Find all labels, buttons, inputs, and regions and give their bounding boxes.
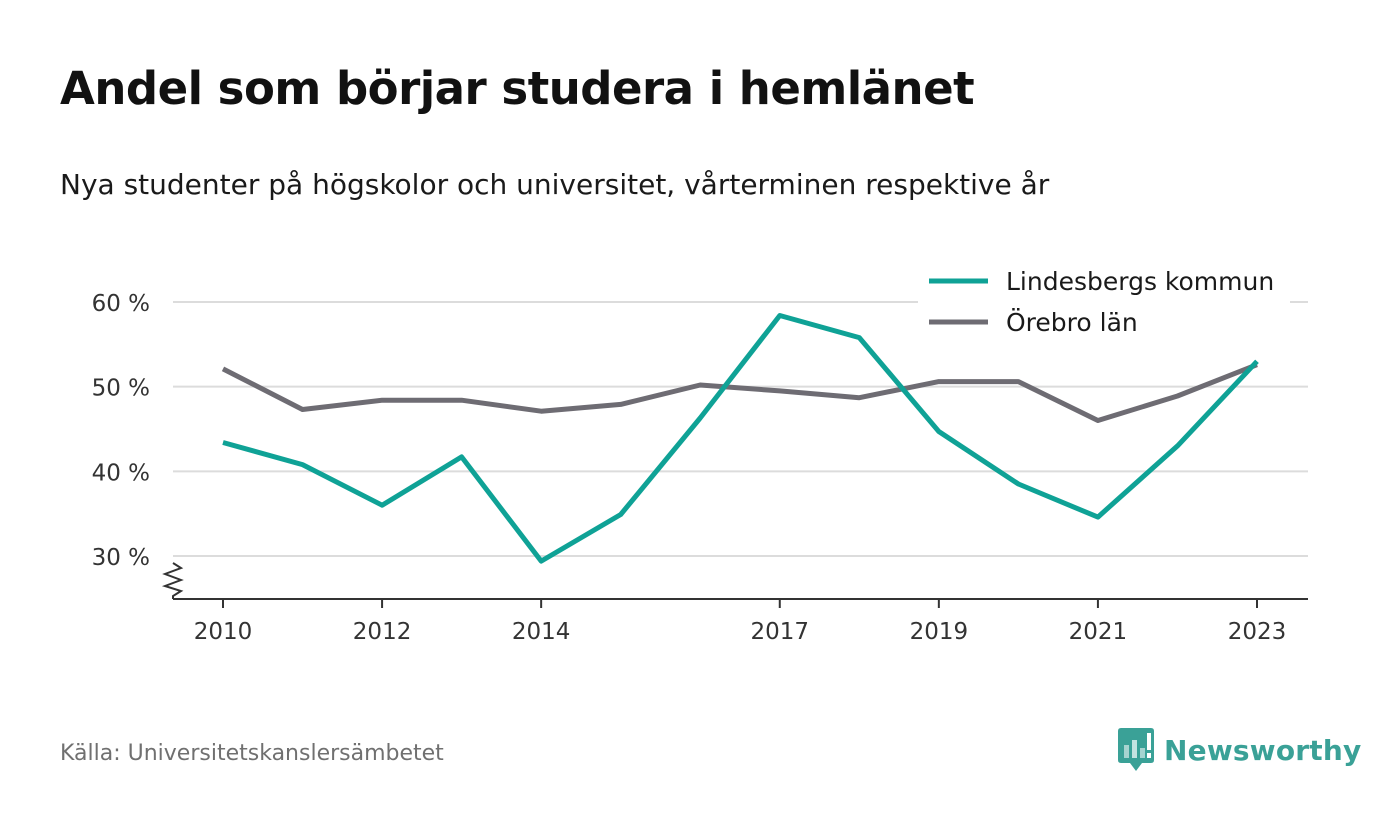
legend-label: Lindesbergs kommun <box>1006 267 1274 296</box>
legend-label: Örebro län <box>1006 308 1138 337</box>
x-tick-label: 2012 <box>353 619 412 645</box>
brand-name: Newsworthy <box>1164 733 1362 767</box>
x-tick-label: 2017 <box>750 619 809 645</box>
legend-background <box>918 258 1290 350</box>
x-tick-label: 2023 <box>1228 619 1287 645</box>
y-axis-ticks: 30 % 40 % 50 % 60 % <box>92 291 150 571</box>
y-tick-label: 50 % <box>92 376 150 402</box>
axis-break-icon <box>161 562 184 599</box>
y-tick-label: 60 % <box>92 291 150 317</box>
source-note: Källa: Universitetskanslersämbetet <box>60 741 444 766</box>
series-line-1 <box>221 362 1258 423</box>
series-line-0 <box>222 313 1259 564</box>
chart-title: Andel som börjar studera i hemlänet <box>60 62 975 115</box>
brand-logo[interactable]: Newsworthy <box>1118 728 1361 772</box>
x-tick-label: 2010 <box>194 619 253 645</box>
x-tick-label: 2019 <box>910 619 969 645</box>
x-axis: 2010 2012 2014 2017 2019 2021 2023 <box>161 562 1308 645</box>
x-tick-label: 2014 <box>512 619 571 645</box>
newsworthy-logo-icon <box>1118 728 1154 771</box>
y-tick-label: 40 % <box>92 460 150 486</box>
legend: Lindesbergs kommun Örebro län <box>918 258 1290 350</box>
series-lines <box>221 313 1259 564</box>
y-tick-label: 30 % <box>92 545 150 571</box>
x-tick-label: 2021 <box>1069 619 1128 645</box>
chart-subtitle: Nya studenter på högskolor och universit… <box>60 168 1050 201</box>
